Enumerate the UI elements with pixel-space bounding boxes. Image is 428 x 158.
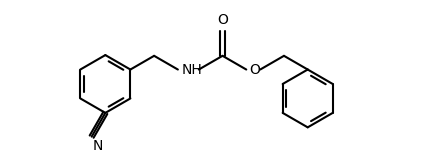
Text: NH: NH	[181, 63, 202, 76]
Text: O: O	[217, 13, 228, 27]
Text: O: O	[249, 63, 260, 76]
Text: N: N	[92, 139, 103, 153]
